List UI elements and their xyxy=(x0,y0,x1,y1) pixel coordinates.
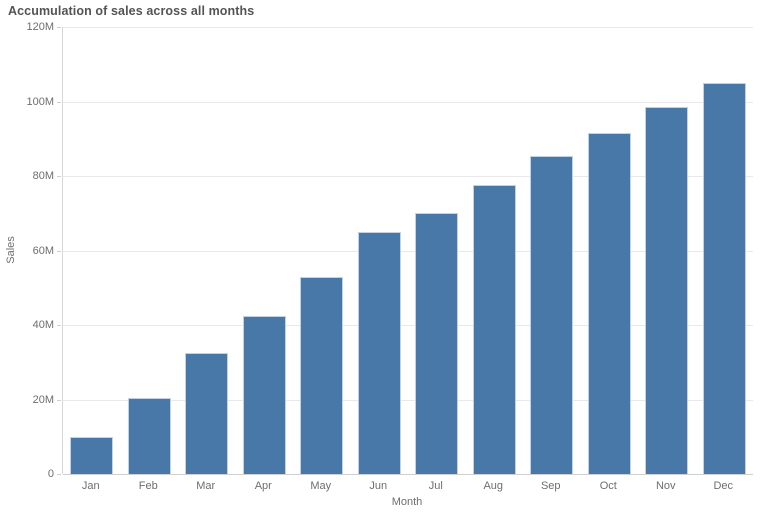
y-tick-mark xyxy=(57,176,61,177)
gridline-0 xyxy=(63,474,753,475)
x-tick-label-feb[interactable]: Feb xyxy=(138,480,158,492)
y-tick-label-100m: 100M xyxy=(26,95,54,108)
gridline-120m xyxy=(63,27,753,28)
y-tick-mark xyxy=(57,27,61,28)
bar-jan[interactable] xyxy=(70,436,114,474)
x-tick-label-sep[interactable]: Sep xyxy=(540,480,561,492)
y-tick-mark xyxy=(57,250,61,252)
bar-dec[interactable] xyxy=(702,82,746,474)
x-tick-label-jul[interactable]: Jul xyxy=(428,480,443,492)
x-tick-label-jun[interactable]: Jun xyxy=(369,480,388,492)
bar-oct[interactable] xyxy=(587,133,631,474)
bar-apr[interactable] xyxy=(242,315,286,474)
x-tick-label-apr[interactable]: Apr xyxy=(254,480,272,492)
x-tick-label-jan[interactable]: Jan xyxy=(81,480,100,492)
bar-jul[interactable] xyxy=(415,213,459,474)
bar-nov[interactable] xyxy=(645,107,689,474)
x-tick-label-oct[interactable]: Oct xyxy=(599,480,617,492)
bar-sep[interactable] xyxy=(530,155,574,474)
bar-mar[interactable] xyxy=(185,352,229,474)
x-tick-label-mar[interactable]: Mar xyxy=(196,480,216,492)
x-tick-label-nov[interactable]: Nov xyxy=(655,480,676,492)
bar-feb[interactable] xyxy=(127,397,171,474)
gridline-100m xyxy=(63,101,753,103)
y-tick-label-0: 0 xyxy=(47,468,54,480)
gridline-20m xyxy=(63,399,753,401)
x-tick-label-aug[interactable]: Aug xyxy=(483,480,504,492)
gridlines xyxy=(63,27,753,475)
y-tick-mark xyxy=(57,399,61,401)
bars-group xyxy=(63,27,753,474)
x-tick-label-dec[interactable]: Dec xyxy=(713,480,734,492)
bar-aug[interactable] xyxy=(472,185,516,474)
gridline-60m xyxy=(63,250,753,252)
y-tick-mark xyxy=(57,325,61,326)
bar-jun[interactable] xyxy=(357,231,401,474)
x-tick-label-may[interactable]: May xyxy=(310,480,332,492)
y-tick-mark xyxy=(57,474,61,475)
plot-area xyxy=(62,27,753,475)
y-tick-label-40m: 40M xyxy=(32,319,54,331)
x-axis-title: Month xyxy=(391,496,423,508)
y-tick-label-60m: 60M xyxy=(32,244,54,257)
gridline-40m xyxy=(63,325,753,326)
bar-may[interactable] xyxy=(300,276,344,474)
y-tick-mark xyxy=(57,101,61,103)
y-tick-label-80m: 80M xyxy=(32,170,54,182)
chart-title: Accumulation of sales across all months xyxy=(8,4,255,18)
y-tick-label-120m: 120M xyxy=(26,21,54,33)
gridline-80m xyxy=(63,176,753,177)
y-tick-label-20m: 20M xyxy=(32,393,54,406)
